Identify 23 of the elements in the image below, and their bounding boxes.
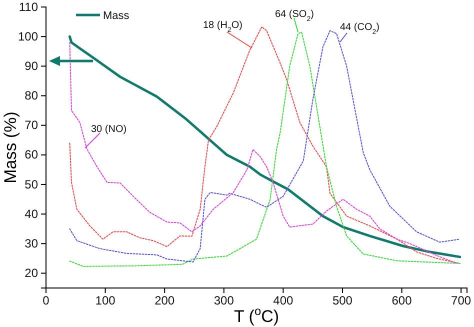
legend-label: Mass	[103, 10, 130, 22]
y-tick-label: 80	[24, 88, 38, 103]
x-tick-label: 100	[95, 294, 116, 308]
x-tick-label: 600	[392, 294, 412, 308]
y-tick-label: 60	[24, 148, 38, 162]
series-label: 44 (CO$_{2}$)	[340, 22, 380, 36]
y-tick-label: 100	[18, 29, 38, 44]
series-label: 30 (NO)	[91, 124, 127, 135]
x-tick-label: 200	[154, 294, 175, 308]
x-tick-label: 700	[451, 294, 472, 308]
x-tick-label: 500	[332, 294, 353, 308]
x-tick-label: 300	[214, 294, 234, 308]
y-tick-label: 50	[24, 177, 38, 192]
y-tick-label: 30	[24, 236, 38, 250]
y-tick-label: 20	[24, 266, 38, 280]
y-tick-label: 90	[24, 59, 38, 73]
y-tick-label: 40	[24, 206, 38, 221]
y-tick-label: 110	[18, 0, 38, 14]
y-tick-label: 70	[24, 118, 38, 132]
x-tick-label: 0	[42, 294, 50, 308]
y-axis-title: Mass (%)	[1, 112, 20, 184]
series-label: 18 (H$_{2}$O)	[203, 20, 242, 34]
series-label: 64 (SO$_{2}$)	[275, 9, 314, 22]
